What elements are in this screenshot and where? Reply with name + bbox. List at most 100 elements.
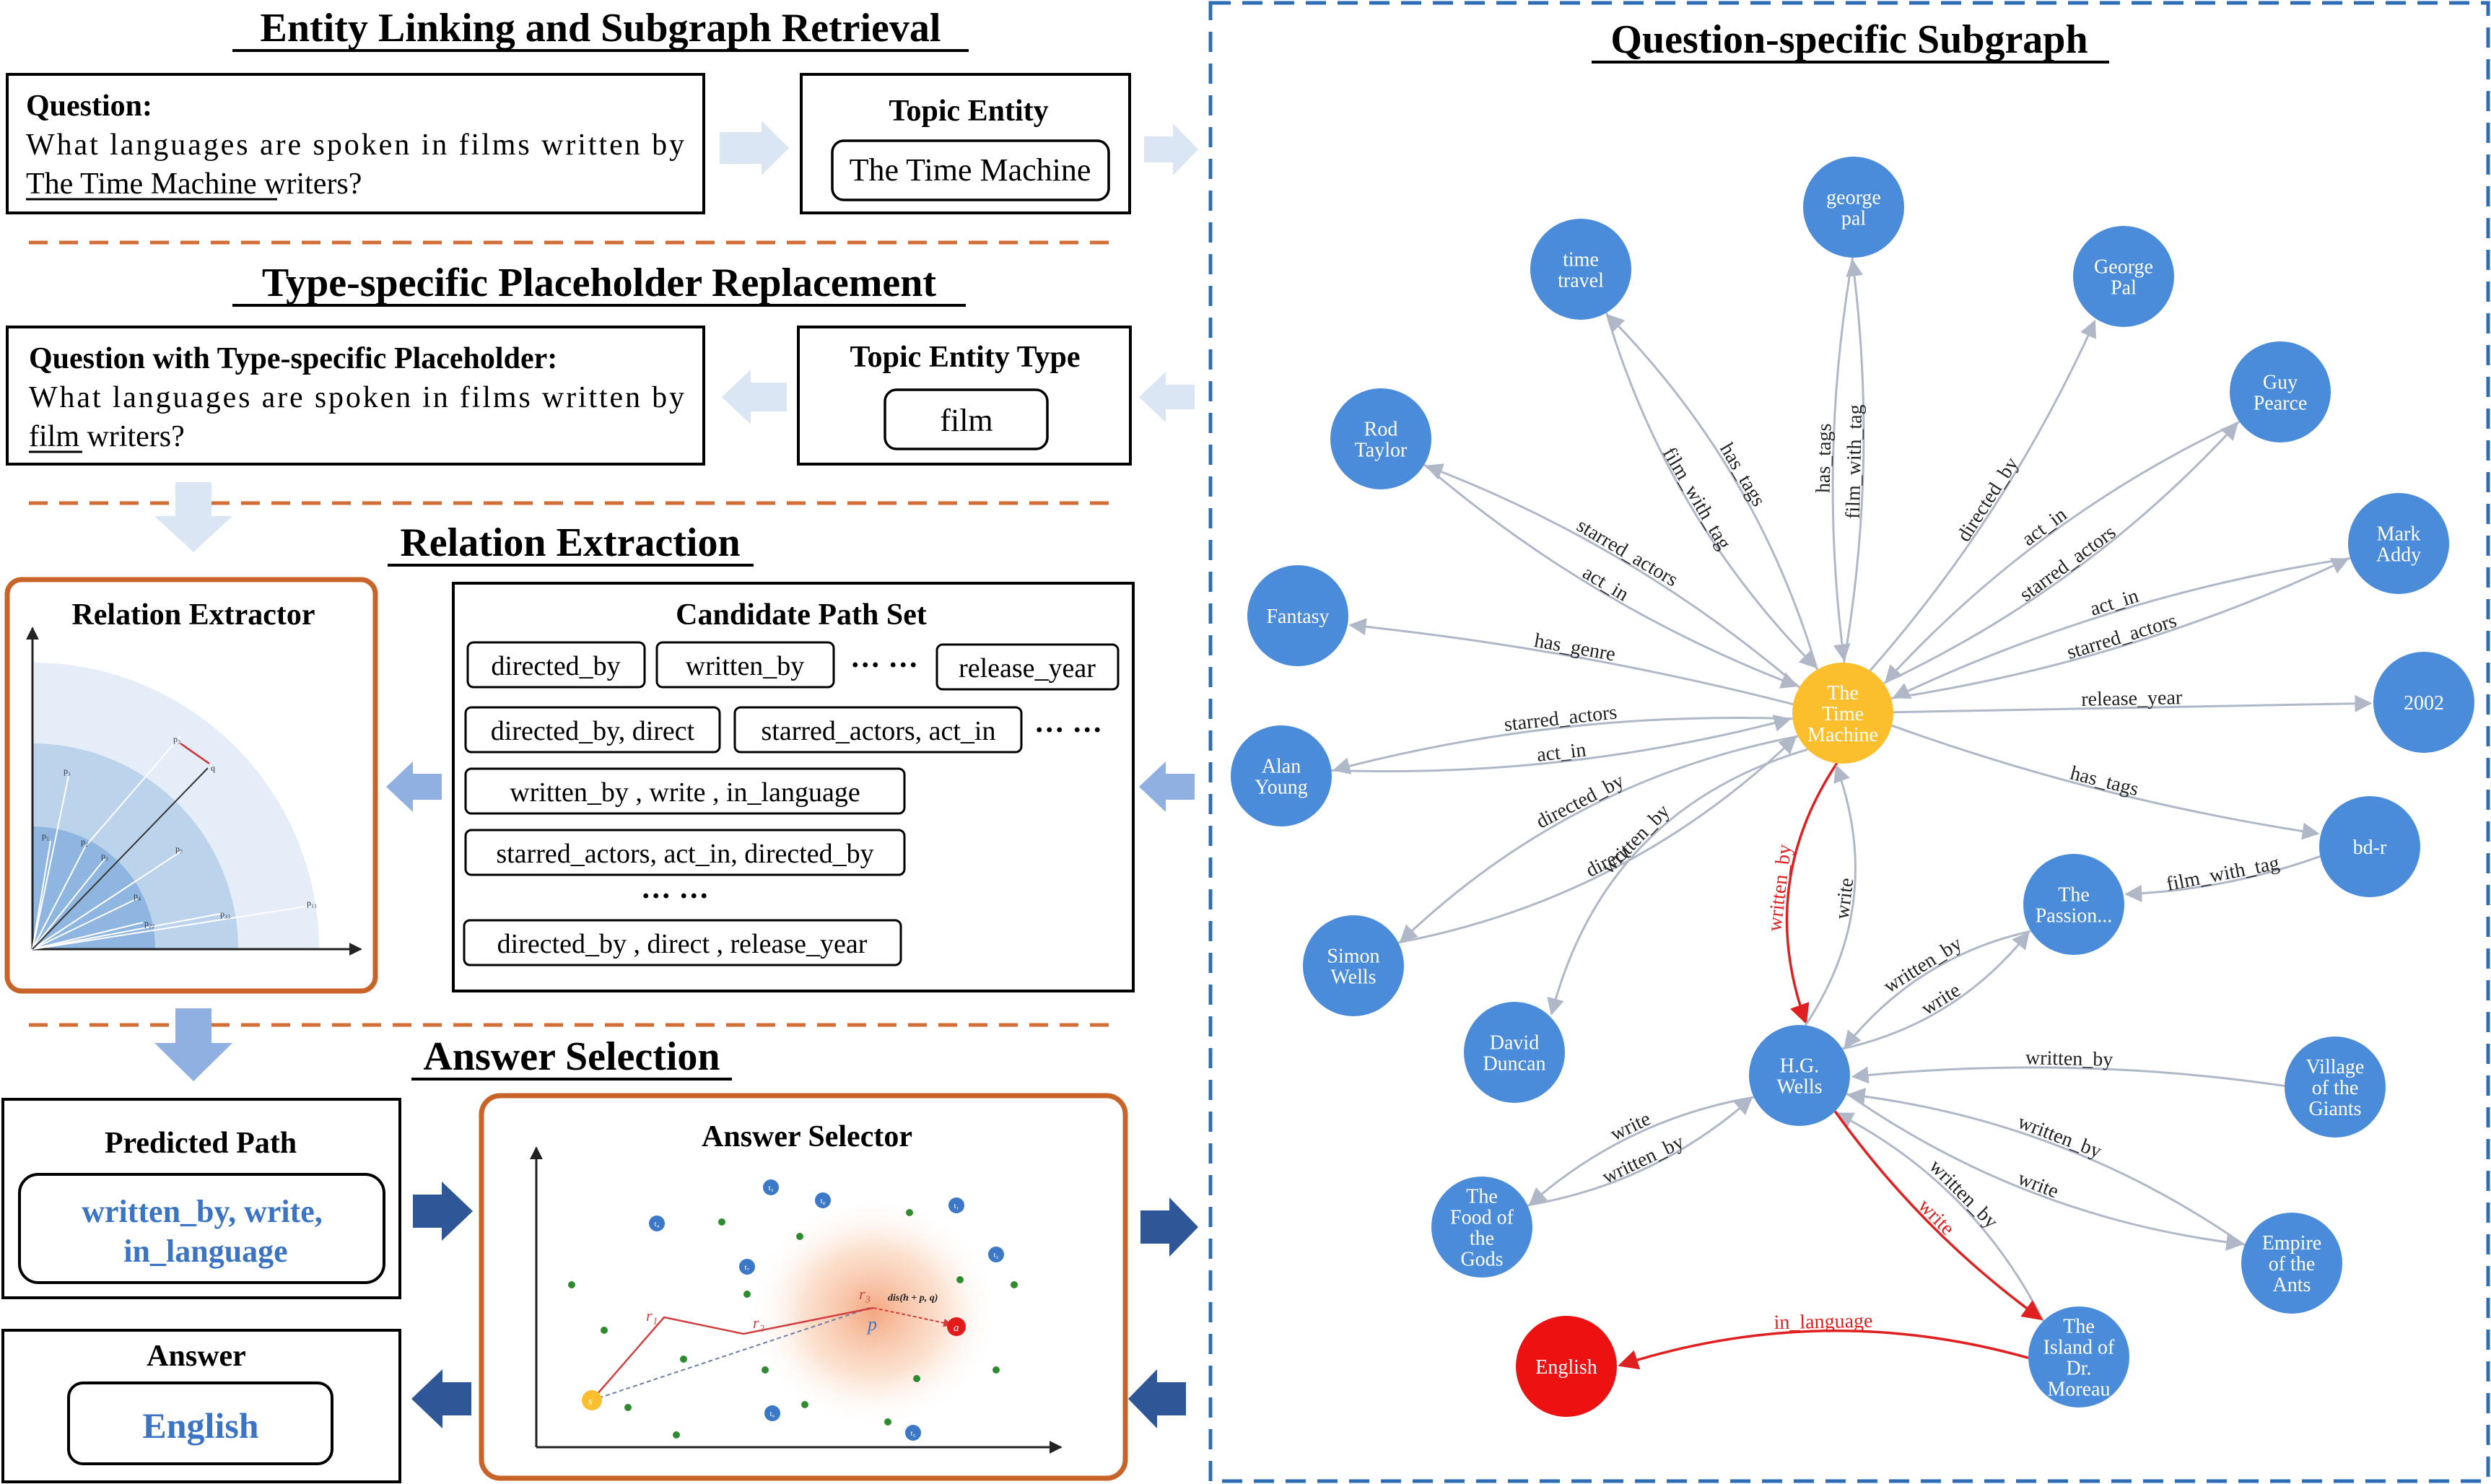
edge-time_machine-bdr: [1891, 724, 2320, 840]
edge-label-guy_pearce-time_machine: act_in: [2018, 503, 2071, 550]
node-label-hg_wells: Wells: [1776, 1076, 1822, 1099]
svg-text:t₁: t₁: [954, 1202, 959, 1210]
edge-time_machine-time_travel: [1606, 314, 1818, 671]
edge-time_machine-david_duncan: [1547, 748, 1808, 1016]
node-label-y2002: 2002: [2404, 692, 2444, 715]
vertical-ellipsis: ··· ···: [641, 880, 710, 913]
arrow-dark-left-2: [1128, 1369, 1186, 1428]
node-label-david_duncan: Duncan: [1483, 1053, 1545, 1075]
edge-label-rod_taylor-time_machine: act_in: [1579, 562, 1633, 606]
svg-text:p₃: p₃: [173, 734, 180, 744]
path-written-by-write-in-language: written_by , write , in_language: [510, 777, 860, 808]
edge-label-time_machine-hg_wells: written_by: [1763, 843, 1796, 933]
topic-entity-type-value: film: [940, 403, 993, 438]
node-label-guy_pearce: Pearce: [2254, 393, 2308, 415]
arrow-dark-right-2: [1140, 1197, 1198, 1257]
node-label-empire: Empire: [2262, 1232, 2321, 1254]
node-y2002[interactable]: 2002: [2373, 652, 2474, 753]
svg-text:p₃: p₃: [101, 851, 108, 861]
node-label-time_travel: time: [1563, 249, 1599, 271]
answer-box: Answer English: [1, 1329, 401, 1483]
node-label-village: Giants: [2308, 1098, 2361, 1120]
edge-hg_wells-island: [1833, 1110, 2043, 1321]
svg-text:r₂: r₂: [753, 1314, 765, 1332]
edge-village-hg_wells: [1851, 1066, 2285, 1087]
node-label-empire: Ants: [2273, 1274, 2311, 1296]
node-label-hg_wells: H.G.: [1780, 1055, 1819, 1078]
svg-text:p₂: p₂: [81, 837, 88, 847]
node-circle-guy_pearce: [2230, 341, 2331, 442]
edge-time_machine-hg_wells: [1785, 762, 1838, 1025]
edge-island-english: [1618, 1329, 2029, 1370]
answer-selector-panel: Answer Selector t₃ t₈: [479, 1093, 1128, 1481]
edge-label-time_machine-bdr: has_tags: [2068, 762, 2141, 801]
node-circle-y2002: [2373, 652, 2474, 753]
node-hg_wells[interactable]: H.G.Wells: [1749, 1025, 1850, 1126]
node-circle-passion: [2023, 854, 2124, 955]
svg-text:t₄: t₄: [655, 1220, 660, 1228]
question-box: Question: What languages are spoken in f…: [6, 73, 705, 214]
node-label-passion: The: [2058, 884, 2090, 907]
node-label-mark_addy: Mark: [2377, 523, 2421, 546]
edge-label-time_machine-y2002: release_year: [2081, 686, 2183, 711]
ellipsis-2: ··· ···: [1034, 714, 1103, 747]
node-passion[interactable]: ThePassion...: [2023, 854, 2124, 955]
node-label-david_duncan: David: [1490, 1032, 1539, 1055]
placeholder-question-line1: What languages are spoken in films writt…: [29, 381, 684, 414]
edge-label-hg_wells-island: write: [1914, 1195, 1959, 1240]
edge-mark_addy-time_machine: [1892, 556, 2351, 699]
svg-text:t₈: t₈: [821, 1197, 826, 1205]
svg-text:r₁: r₁: [646, 1306, 658, 1324]
node-label-time_machine: Machine: [1807, 724, 1878, 746]
topic-entity-type-box: Topic Entity Type film: [797, 326, 1132, 466]
edge-label-hg_wells-passion: write: [1917, 979, 1964, 1020]
path-directed-by-direct-release-year: directed_by , direct , release_year: [497, 929, 868, 959]
node-circle-bdr: [2319, 796, 2420, 897]
placeholder-question-box: Question with Type-specific Placeholder:…: [6, 326, 705, 466]
edge-george_pal_l-time_machine: [1831, 257, 1854, 662]
node-fantasy[interactable]: Fantasy: [1247, 565, 1348, 666]
node-label-george_pal_l: george: [1826, 187, 1881, 209]
svg-text:t₆: t₆: [770, 1410, 775, 1418]
entity-linking-title: Entity Linking and Subgraph Retrieval: [261, 6, 941, 51]
edge-alan_young-time_machine: [1331, 715, 1792, 773]
node-bdr[interactable]: bd-r: [2319, 796, 2420, 897]
edge-label-time_machine-time_travel: has_tags: [1715, 439, 1770, 510]
node-circle-simon_wells: [1303, 915, 1404, 1016]
svg-text:p₄: p₄: [134, 891, 141, 901]
node-circle-time_machine: [1792, 663, 1893, 764]
selector-plot: t₃ t₈ t₁ t₄ t₂ t₇ t₆ t₅ s a r₁ r₂ r₃ p dis(h…: [530, 1146, 1063, 1454]
arrow-light-down: [154, 482, 232, 552]
svg-text:p₂₂: p₂₂: [144, 918, 154, 928]
placeholder-title: Type-specific Placeholder Replacement: [262, 261, 936, 305]
arrow-mid-left-2: [1139, 761, 1195, 812]
arrow-light-1: [720, 121, 789, 175]
arrow-light-4: [1139, 372, 1195, 422]
edge-empire-hg_wells: [1847, 1088, 2246, 1247]
svg-text:q: q: [211, 763, 215, 773]
node-label-guy_pearce: Guy: [2263, 372, 2298, 394]
node-circle-time_travel: [1530, 219, 1631, 320]
node-label-island: The: [2063, 1316, 2095, 1338]
node-english[interactable]: English: [1516, 1316, 1617, 1417]
edge-label-george_pal_l-time_machine: has_tags: [1812, 423, 1836, 493]
node-label-alan_young: Young: [1255, 777, 1307, 799]
node-label-mark_addy: Addy: [2376, 544, 2421, 567]
node-label-rod_taylor: Taylor: [1355, 440, 1408, 462]
edge-passion-hg_wells: [1844, 930, 2031, 1049]
